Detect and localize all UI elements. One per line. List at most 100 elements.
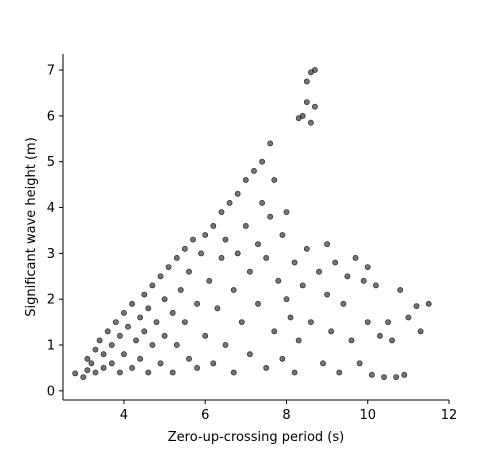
data-point (92, 346, 99, 353)
data-point (303, 99, 310, 105)
x-tick-label: 10 (359, 408, 376, 423)
data-point (246, 351, 253, 358)
data-point (267, 213, 274, 220)
data-point (364, 319, 371, 325)
data-point (393, 374, 400, 380)
data-point (161, 332, 168, 339)
data-point (145, 369, 152, 376)
data-point (242, 222, 249, 229)
data-point (149, 282, 156, 289)
data-point (413, 303, 420, 309)
y-tick-label: 4 (47, 201, 55, 216)
data-point (324, 241, 330, 248)
data-point (303, 245, 310, 252)
data-point (137, 355, 144, 362)
data-point (125, 323, 131, 330)
data-point (385, 319, 391, 325)
data-point (234, 190, 241, 197)
data-point (328, 328, 335, 335)
y-tick-label: 6 (47, 109, 55, 124)
data-point (324, 291, 330, 298)
data-point (259, 158, 265, 165)
data-point (348, 337, 355, 344)
data-point (181, 245, 188, 252)
data-point (275, 277, 282, 284)
data-point (263, 364, 270, 371)
x-axis-label: Zero-up-crossing period (s) (168, 430, 344, 445)
data-point (165, 264, 172, 270)
axes (62, 54, 449, 401)
data-point (376, 332, 383, 339)
data-point (104, 328, 111, 335)
data-point (311, 67, 318, 73)
data-point (112, 319, 119, 325)
data-point (210, 360, 217, 367)
data-point (186, 268, 192, 275)
data-point (234, 250, 241, 257)
data-point (169, 309, 176, 316)
data-point (141, 328, 148, 335)
data-point (364, 264, 371, 270)
data-point (218, 254, 225, 261)
data-point (381, 374, 387, 380)
x-tick-label: 8 (282, 408, 290, 423)
data-point (299, 282, 306, 289)
x-tick-label: 4 (120, 408, 128, 423)
data-point (92, 369, 99, 376)
y-tick-label: 5 (47, 155, 55, 170)
data-point (80, 374, 87, 380)
data-point (242, 177, 249, 183)
data-point (344, 273, 351, 280)
data-point (186, 355, 192, 362)
data-point (141, 291, 148, 298)
data-point (279, 232, 286, 238)
data-point (129, 300, 135, 307)
data-points (72, 67, 432, 380)
data-point (96, 337, 103, 344)
data-point (194, 364, 200, 371)
data-point (117, 332, 123, 339)
data-point (389, 337, 395, 344)
data-point (267, 140, 274, 147)
data-point (100, 351, 107, 358)
data-point (169, 369, 176, 376)
data-point (202, 332, 209, 339)
data-point (279, 355, 286, 362)
data-point (145, 305, 152, 312)
data-point (271, 177, 278, 183)
data-point (153, 319, 160, 325)
data-point (190, 236, 196, 243)
data-point (251, 167, 257, 174)
data-point (287, 314, 294, 321)
data-point (214, 305, 221, 312)
y-tick-label: 0 (47, 384, 55, 399)
data-point (84, 355, 91, 362)
data-point (226, 199, 233, 206)
data-point (311, 103, 318, 110)
data-point (157, 273, 164, 280)
data-point (121, 309, 127, 316)
data-point (340, 300, 347, 307)
data-point (320, 360, 326, 367)
y-tick-label: 3 (47, 247, 55, 262)
data-point (100, 364, 107, 371)
data-point (401, 371, 408, 378)
data-point (161, 296, 168, 303)
x-tick-label: 12 (441, 408, 458, 423)
data-point (307, 119, 314, 126)
data-point (356, 360, 363, 367)
data-point (303, 78, 310, 85)
data-point (271, 328, 278, 335)
y-tick-label: 2 (47, 293, 55, 308)
data-point (133, 337, 139, 344)
data-point (194, 300, 200, 307)
data-point (283, 296, 290, 303)
data-point (117, 369, 123, 376)
data-point (121, 351, 127, 358)
data-point (181, 319, 188, 325)
data-point (202, 232, 209, 238)
data-point (230, 287, 237, 293)
data-point (137, 314, 144, 321)
data-point (129, 364, 135, 371)
